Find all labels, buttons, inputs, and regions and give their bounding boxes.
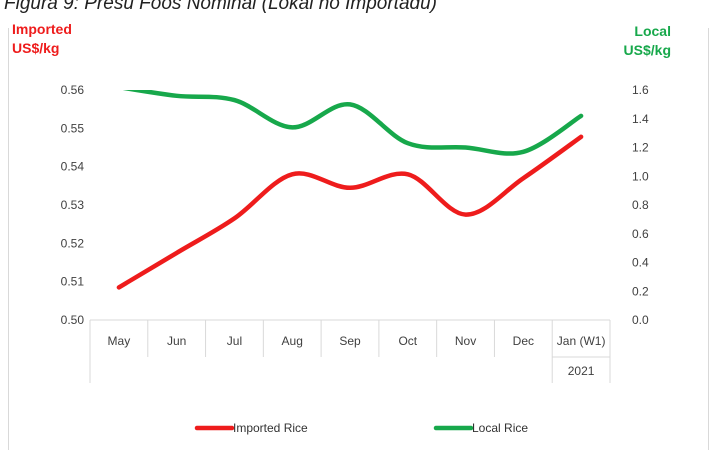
right-tick-label: 0.4 — [632, 256, 649, 270]
axis-lines — [89, 319, 611, 383]
x-tick-label: Jul — [227, 334, 242, 348]
left-tick-label: 0.56 — [61, 83, 85, 97]
right-tick-label: 1.2 — [632, 141, 649, 155]
left-axis-title-line2: US$/kg — [12, 40, 60, 56]
x-tick-label: Jan (W1) — [557, 334, 606, 348]
local-rice-legend-label: Local Rice — [472, 421, 528, 435]
right-tick-label: 1.4 — [632, 112, 649, 126]
imported-rice-legend-label: Imported Rice — [233, 421, 308, 435]
left-tick-label: 0.53 — [61, 198, 85, 212]
x-tick-label: Sep — [339, 334, 361, 348]
imported-rice-line — [116, 134, 584, 290]
local-rice-line — [122, 90, 584, 156]
left-tick-label: 0.55 — [61, 121, 85, 135]
right-tick-label: 0.8 — [632, 198, 649, 212]
right-axis-title-line1: Local — [634, 23, 671, 39]
right-axis-ticks: 0.0 0.2 0.4 0.6 0.8 1.0 1.2 1.4 1.6 — [632, 83, 649, 327]
x-tick-label: May — [108, 334, 131, 348]
left-axis-title: Imported US$/kg — [12, 20, 72, 58]
x-tick-label: Nov — [455, 334, 476, 348]
x-tick-label: Dec — [513, 334, 534, 348]
left-tick-label: 0.51 — [61, 275, 85, 289]
frame-left-border — [8, 28, 9, 450]
category-group-label: 2021 — [568, 364, 595, 378]
left-tick-label: 0.54 — [61, 160, 85, 174]
left-tick-label: 0.50 — [61, 313, 85, 327]
right-tick-label: 1.0 — [632, 169, 649, 183]
figure-caption: Figura 9: Presu Foos Nominal (Lokal no I… — [4, 0, 437, 14]
right-tick-label: 0.2 — [632, 284, 649, 298]
series-layer — [116, 90, 584, 290]
left-axis-title-line1: Imported — [12, 21, 72, 37]
right-axis-title: Local US$/kg — [624, 22, 671, 60]
x-axis-ticks: May Jun Jul Aug Sep Oct Nov Dec Jan (W1) 2021 — [108, 334, 606, 378]
right-tick-label: 0.6 — [632, 227, 649, 241]
right-tick-label: 1.6 — [632, 83, 649, 97]
right-tick-label: 0.0 — [632, 313, 649, 327]
right-axis-title-line2: US$/kg — [623, 42, 671, 58]
legend: Imported Rice Local Rice — [194, 421, 528, 435]
x-tick-label: Oct — [398, 334, 417, 348]
left-axis-ticks: 0.50 0.51 0.52 0.53 0.54 0.55 0.56 — [61, 83, 85, 327]
x-tick-label: Jun — [167, 334, 186, 348]
left-tick-label: 0.52 — [61, 236, 85, 250]
x-tick-label: Aug — [282, 334, 303, 348]
